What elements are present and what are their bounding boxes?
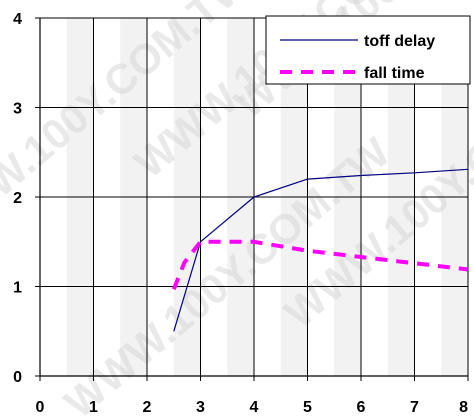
series-point-fall-time [360, 255, 363, 258]
series-point-fall-time [172, 288, 175, 291]
x-tick-label: 0 [36, 399, 45, 416]
axes [35, 17, 469, 381]
series-point-fall-time [253, 240, 256, 243]
series-point-toff-delay [360, 174, 363, 177]
legend-label-fall-time: fall time [364, 65, 425, 82]
legend: toff delay fall time [265, 15, 471, 85]
y-tick-label: 2 [13, 190, 22, 207]
y-tick-label: 4 [13, 11, 22, 28]
y-tick-label: 3 [13, 101, 22, 118]
x-tick-label: 4 [250, 399, 259, 416]
series-point-toff-delay [253, 196, 256, 199]
x-tick-label: 1 [89, 399, 98, 416]
series-point-fall-time [413, 262, 416, 265]
x-tick-label: 2 [143, 399, 152, 416]
legend-box [265, 15, 471, 85]
series-point-toff-delay [172, 330, 175, 333]
series-point-toff-delay [467, 168, 470, 171]
x-tick-label: 6 [357, 399, 366, 416]
series-line-toff-delay [173, 168, 469, 332]
x-tick-label: 5 [303, 399, 312, 416]
series-point-toff-delay [306, 178, 309, 181]
series-line-fall-time [171, 239, 469, 290]
series-point-toff-delay [413, 171, 416, 174]
x-tick-label: 7 [410, 399, 419, 416]
series-point-fall-time [199, 240, 202, 243]
y-tick-label: 0 [13, 369, 22, 386]
y-tick-label: 1 [13, 280, 22, 297]
series-point-fall-time [306, 249, 309, 252]
series-layer [171, 168, 470, 333]
series-point-fall-time [467, 268, 470, 271]
x-tick-label: 8 [459, 399, 468, 416]
series-point-fall-time [183, 261, 186, 264]
legend-label-toff-delay: toff delay [364, 33, 435, 50]
x-tick-label: 3 [196, 399, 205, 416]
tick-labels: 0 1 2 3 4 5 6 7 8 0 1 2 3 4 [13, 11, 468, 416]
